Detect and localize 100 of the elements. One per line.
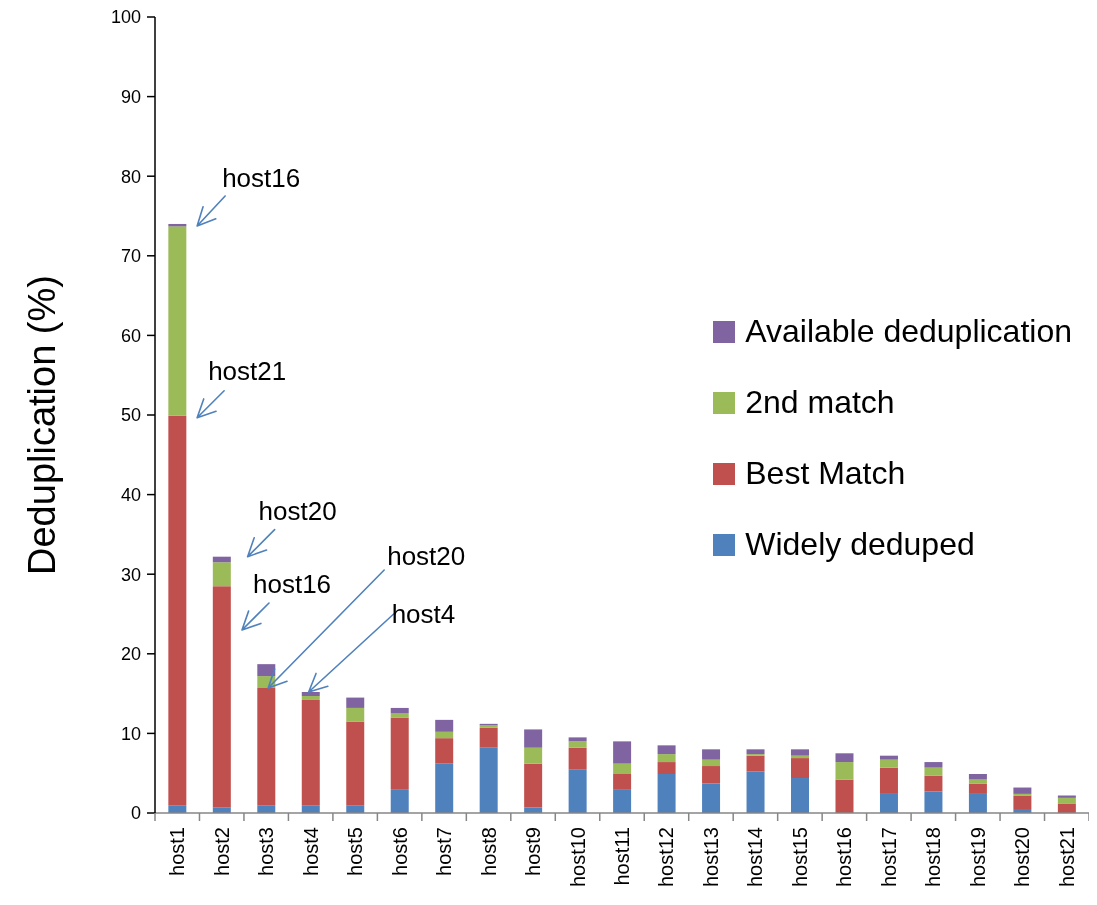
bar	[524, 747, 543, 764]
x-tick-label: host9	[522, 827, 545, 876]
x-tick-label: host5	[344, 827, 367, 876]
x-tick-label: host13	[699, 827, 722, 888]
bar	[168, 415, 187, 806]
bar	[613, 789, 632, 813]
annotation: host16	[222, 162, 301, 193]
x-tick-label: host19	[966, 827, 989, 888]
bar	[613, 774, 632, 790]
bar	[1057, 795, 1076, 798]
annotation: host20	[258, 495, 337, 526]
bar	[657, 762, 676, 774]
x-tick-label: host20	[1011, 827, 1034, 888]
bar	[791, 749, 810, 756]
y-tick-label: 0	[130, 803, 141, 824]
bar	[1057, 797, 1076, 804]
bar	[968, 774, 987, 780]
bar	[524, 763, 543, 808]
bar	[613, 763, 632, 774]
bar	[257, 664, 276, 677]
bar	[835, 753, 854, 763]
legend-label: Best Match	[745, 455, 906, 492]
y-tick-label: 50	[120, 405, 141, 426]
y-tick-label: 40	[120, 484, 141, 505]
bar	[835, 779, 854, 813]
x-tick-label: host4	[299, 827, 322, 876]
x-tick-label: host11	[611, 827, 633, 886]
x-tick-label: host18	[922, 827, 945, 888]
bar	[568, 769, 587, 813]
bar	[435, 719, 454, 732]
y-tick-label: 70	[120, 246, 141, 267]
legend-label: Available deduplication	[745, 313, 1072, 350]
bar	[435, 738, 454, 764]
bar	[524, 729, 543, 748]
bar	[924, 775, 943, 792]
bar	[568, 741, 587, 748]
bar	[924, 791, 943, 813]
bar	[924, 767, 943, 776]
x-tick-label: host8	[477, 827, 500, 876]
x-tick-label: host1	[166, 827, 189, 876]
bar	[835, 762, 854, 780]
bar	[879, 767, 898, 794]
bar	[301, 692, 320, 696]
y-tick-label: 100	[110, 7, 141, 28]
annotation: host21	[208, 355, 287, 386]
bar	[879, 759, 898, 768]
bar	[746, 771, 765, 813]
bar	[879, 793, 898, 813]
x-tick-label: host6	[388, 827, 411, 876]
bar	[390, 789, 409, 813]
bar	[968, 793, 987, 813]
legend-label: Widely deduped	[745, 526, 975, 563]
x-tick-label: host12	[655, 827, 678, 888]
x-tick-label: host16	[833, 827, 856, 888]
x-tick-label: host3	[255, 827, 278, 876]
bar	[746, 749, 765, 755]
bar	[346, 721, 365, 806]
y-tick-label: 80	[120, 166, 141, 187]
bar	[346, 697, 365, 708]
bar	[301, 699, 320, 806]
bar	[924, 762, 943, 768]
bar	[1057, 803, 1076, 813]
bar	[702, 766, 721, 784]
bar	[212, 556, 231, 563]
bar	[791, 777, 810, 813]
y-axis-title: Deduplication (%)	[21, 275, 63, 575]
bar	[257, 688, 276, 806]
bar	[390, 717, 409, 790]
bar	[346, 707, 365, 722]
bar	[479, 727, 498, 748]
y-tick-label: 30	[120, 564, 141, 585]
y-tick-label: 60	[120, 325, 141, 346]
bar	[301, 695, 320, 700]
bar	[968, 779, 987, 784]
bar	[702, 759, 721, 767]
bar	[702, 783, 721, 813]
bar	[657, 774, 676, 813]
bar	[613, 741, 632, 764]
bar	[568, 737, 587, 742]
x-tick-label: host10	[566, 827, 589, 888]
x-tick-label: host15	[788, 827, 811, 888]
annotation: host20	[387, 541, 466, 572]
annotation: host4	[391, 599, 456, 630]
bar	[702, 749, 721, 760]
annotation: host16	[253, 569, 332, 599]
y-tick-label: 20	[120, 644, 141, 665]
bar	[1013, 795, 1032, 810]
bar	[390, 707, 409, 714]
y-tick-label: 10	[120, 723, 141, 744]
bar	[657, 745, 676, 755]
bar	[791, 758, 810, 778]
legend-label: 2nd match	[745, 384, 895, 421]
y-tick-label: 90	[120, 86, 141, 107]
bar	[1013, 787, 1032, 794]
x-tick-label: host7	[433, 827, 456, 876]
bar	[212, 586, 231, 808]
x-tick-label: host2	[210, 827, 233, 876]
bar	[212, 562, 231, 587]
bar	[168, 226, 187, 416]
bar	[568, 747, 587, 770]
